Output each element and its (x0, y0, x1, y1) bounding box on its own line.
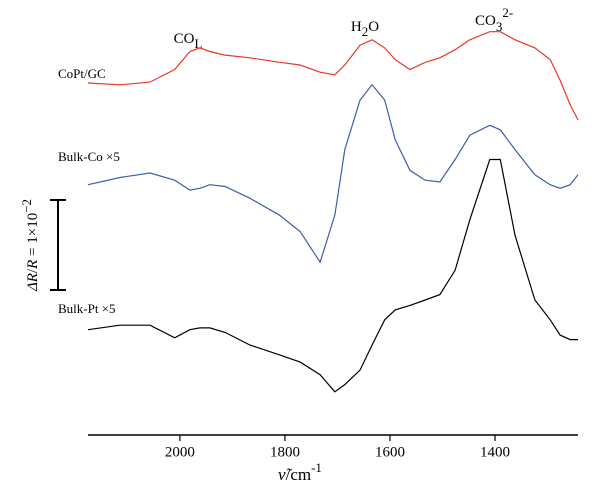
series-line (87, 83, 579, 264)
x-tick-label: 1800 (270, 444, 300, 460)
series-label: Bulk-Co ×5 (58, 149, 120, 164)
x-tick-label: 2000 (165, 444, 195, 460)
series-label: CoPt/GC (58, 66, 106, 81)
series-label: Bulk-Pt ×5 (58, 301, 116, 316)
series-line (87, 31, 579, 121)
x-axis-label: ν̃/cm-1 (278, 460, 322, 484)
annotation: COL (174, 31, 203, 51)
annotation: H2O (351, 19, 379, 39)
annotation: CO32- (475, 5, 513, 34)
x-tick-label: 1400 (480, 444, 510, 460)
scale-bar-label: ΔR/R = 1×10−2 (19, 199, 41, 292)
x-tick-label: 1600 (375, 444, 405, 460)
series-line (87, 158, 578, 393)
